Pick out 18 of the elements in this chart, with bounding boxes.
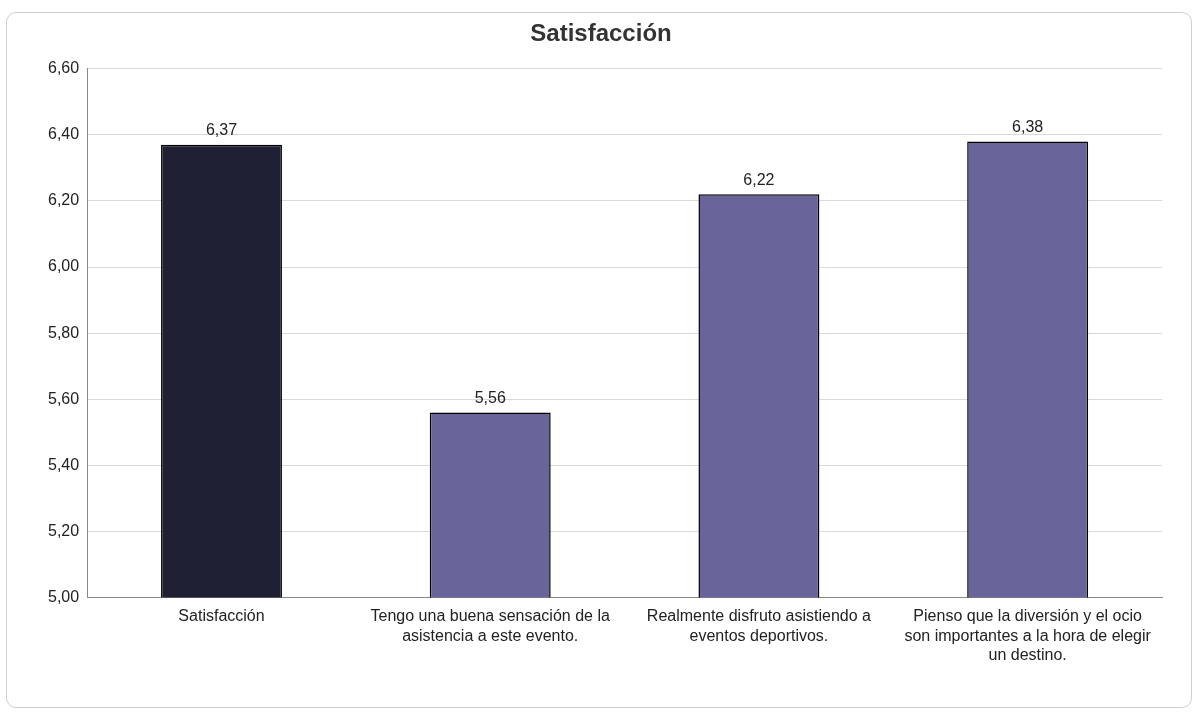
y-tick-label: 5,40: [48, 455, 80, 473]
chart-title: Satisfacción: [530, 19, 672, 47]
y-tick-label: 6,20: [48, 191, 80, 209]
x-tick-label: Pienso que la diversión y el ocio son importantes a la hora de elegir un destino.: [904, 607, 1152, 663]
data-label: 6,38: [1012, 117, 1044, 135]
x-tick-label: Satisfacción: [178, 607, 265, 625]
y-tick-label: 6,40: [48, 125, 80, 143]
y-tick-label: 5,60: [48, 389, 80, 407]
data-label: 6,37: [205, 121, 238, 139]
data-label: 6,22: [743, 170, 775, 188]
x-tick-label: Tengo una buena sensación de la asistencia a este evento.: [370, 607, 610, 644]
y-tick-label: 6,00: [48, 257, 80, 275]
y-tick-label: 5,00: [48, 587, 80, 605]
data-label: 5,56: [474, 388, 506, 406]
y-tick-label: 6,60: [48, 59, 80, 77]
y-tick-label: 5,20: [48, 521, 80, 539]
y-tick-label: 5,80: [48, 323, 80, 341]
x-tick-label: Realmente disfruto asistiendo a eventos deportivos.: [646, 607, 872, 644]
